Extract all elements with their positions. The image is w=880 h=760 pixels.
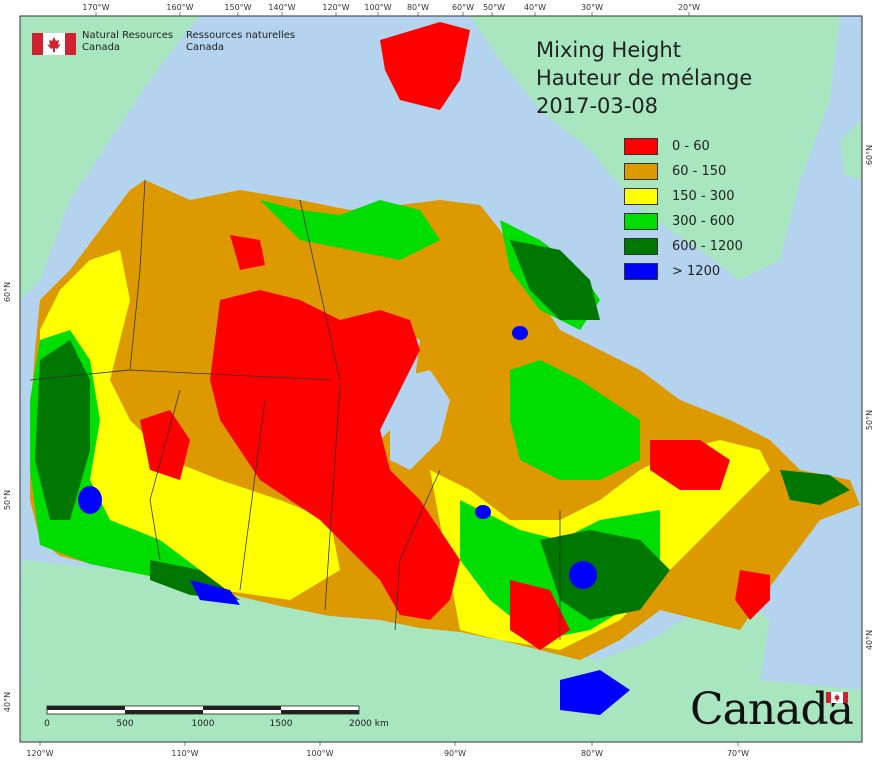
legend-swatch bbox=[624, 163, 658, 180]
right-label-50n: 50°N bbox=[865, 410, 874, 430]
zone-0-60-maritimes bbox=[735, 570, 770, 620]
top-label-30w: 30°W bbox=[581, 3, 603, 12]
scale-label-1500: 1500 bbox=[270, 719, 293, 729]
bottom-label-100w: 100°W bbox=[306, 749, 333, 758]
zone-600-1200-ontario bbox=[540, 530, 670, 620]
legend-item: > 1200 bbox=[624, 259, 743, 284]
zone-300-600-arctic bbox=[260, 200, 440, 260]
zone-300-600-quebec bbox=[510, 360, 640, 480]
title-french: Hauteur de mélange bbox=[536, 66, 753, 90]
left-label-50n: 50°N bbox=[3, 490, 12, 510]
legend-swatch bbox=[624, 238, 658, 255]
top-label-80w: 80°W bbox=[407, 3, 429, 12]
scale-bar: 0 500 1000 1500 2000 km bbox=[44, 705, 389, 729]
top-label-120w: 120°W bbox=[322, 3, 349, 12]
scale-label-2000: 2000 km bbox=[349, 719, 389, 729]
canada-flag-icon bbox=[32, 33, 76, 55]
united-states bbox=[20, 560, 862, 742]
graticule-ticks bbox=[39, 12, 739, 746]
top-label-170w: 170°W bbox=[82, 3, 109, 12]
left-label-40n: 40°N bbox=[3, 692, 12, 712]
top-label-100w: 100°W bbox=[364, 3, 391, 12]
boundaries bbox=[29, 179, 561, 640]
bottom-label-70w: 70°W bbox=[727, 749, 749, 758]
top-label-50w: 50°W bbox=[483, 3, 505, 12]
map-title: Mixing Height Hauteur de mélange 2017-03… bbox=[536, 36, 752, 120]
legend-label: > 1200 bbox=[672, 264, 721, 279]
legend-item: 300 - 600 bbox=[624, 209, 743, 234]
zone-over-1200-ontario-north bbox=[475, 505, 491, 519]
agency-name-en: Natural Resources Canada bbox=[82, 30, 173, 54]
zone-600-1200-newfoundland bbox=[780, 470, 850, 505]
alberta-saskatchewan-boundary bbox=[239, 399, 266, 591]
zone-0-60-ellesmere bbox=[380, 22, 470, 110]
zone-over-1200-baffin bbox=[512, 326, 528, 340]
legend-item: 60 - 150 bbox=[624, 159, 743, 184]
agency-name-fr: Ressources naturelles Canada bbox=[186, 30, 295, 54]
agency-en-line2: Canada bbox=[82, 42, 121, 53]
legend-swatch bbox=[624, 138, 658, 155]
zone-0-60-lakes bbox=[510, 580, 570, 650]
iceland bbox=[840, 120, 862, 180]
map-border bbox=[19, 15, 863, 743]
bottom-label-110w: 110°W bbox=[171, 749, 198, 758]
scale-bar-segment bbox=[281, 710, 359, 714]
bottom-label-90w: 90°W bbox=[444, 749, 466, 758]
saskatchewan-manitoba-boundary bbox=[324, 384, 341, 611]
zone-over-1200-southern-ontario bbox=[560, 670, 630, 715]
wordmark-flag-icon bbox=[826, 692, 848, 703]
nwt-nunavut-boundary bbox=[299, 199, 341, 381]
zone-600-1200-baffin bbox=[510, 240, 600, 320]
top-label-160w: 160°W bbox=[166, 3, 193, 12]
bottom-label-80w: 80°W bbox=[581, 749, 603, 758]
scale-label-1000: 1000 bbox=[192, 719, 215, 729]
bc-alberta-boundary bbox=[149, 389, 181, 561]
legend-swatch bbox=[624, 263, 658, 280]
scale-bar-segment bbox=[47, 706, 125, 710]
bottom-label-120w: 120°W bbox=[26, 749, 53, 758]
legend-label: 300 - 600 bbox=[672, 214, 735, 229]
legend-label: 150 - 300 bbox=[672, 189, 735, 204]
scale-label-0: 0 bbox=[44, 719, 50, 729]
right-label-60n: 60°N bbox=[865, 145, 874, 165]
legend-item: 600 - 1200 bbox=[624, 234, 743, 259]
top-label-150w: 150°W bbox=[224, 3, 251, 12]
agency-fr-line2: Canada bbox=[186, 42, 225, 53]
top-label-60w: 60°W bbox=[452, 3, 474, 12]
legend-item: 0 - 60 bbox=[624, 134, 743, 159]
legend-swatch bbox=[624, 213, 658, 230]
scale-bar-segment bbox=[203, 706, 281, 710]
title-date: 2017-03-08 bbox=[536, 94, 659, 118]
zone-0-60-arctic bbox=[230, 235, 265, 270]
legend-label: 0 - 60 bbox=[672, 139, 710, 154]
zone-600-1200-coast bbox=[35, 340, 90, 520]
zone-over-1200-prairie bbox=[190, 580, 240, 605]
right-label-40n: 40°N bbox=[865, 630, 874, 650]
agency-fr-line1: Ressources naturelles bbox=[186, 30, 296, 41]
legend-label: 60 - 150 bbox=[672, 164, 727, 179]
left-label-60n: 60°N bbox=[3, 282, 12, 302]
legend-label: 600 - 1200 bbox=[672, 239, 743, 254]
yukon-nwt-boundary bbox=[129, 179, 146, 371]
alaska bbox=[20, 16, 200, 300]
agency-en-line1: Natural Resources bbox=[82, 30, 174, 41]
legend: 0 - 60 60 - 150 150 - 300 300 - 600 600 … bbox=[624, 134, 743, 284]
manitoba-ontario-boundary bbox=[394, 469, 441, 631]
scale-bar-segment bbox=[125, 710, 203, 714]
territory-province-boundary bbox=[29, 369, 331, 381]
zone-0-60-labrador bbox=[650, 440, 730, 490]
top-label-40w: 40°W bbox=[524, 3, 546, 12]
zone-150-300-west bbox=[40, 250, 340, 600]
scale-label-500: 500 bbox=[116, 719, 133, 729]
james-bay bbox=[390, 370, 450, 470]
top-label-140w: 140°W bbox=[268, 3, 295, 12]
legend-item: 150 - 300 bbox=[624, 184, 743, 209]
zone-over-1200-bc bbox=[78, 486, 102, 514]
title-english: Mixing Height bbox=[536, 38, 681, 62]
zone-over-1200-ontario bbox=[569, 561, 597, 589]
top-label-20w: 20°W bbox=[678, 3, 700, 12]
legend-swatch bbox=[624, 188, 658, 205]
